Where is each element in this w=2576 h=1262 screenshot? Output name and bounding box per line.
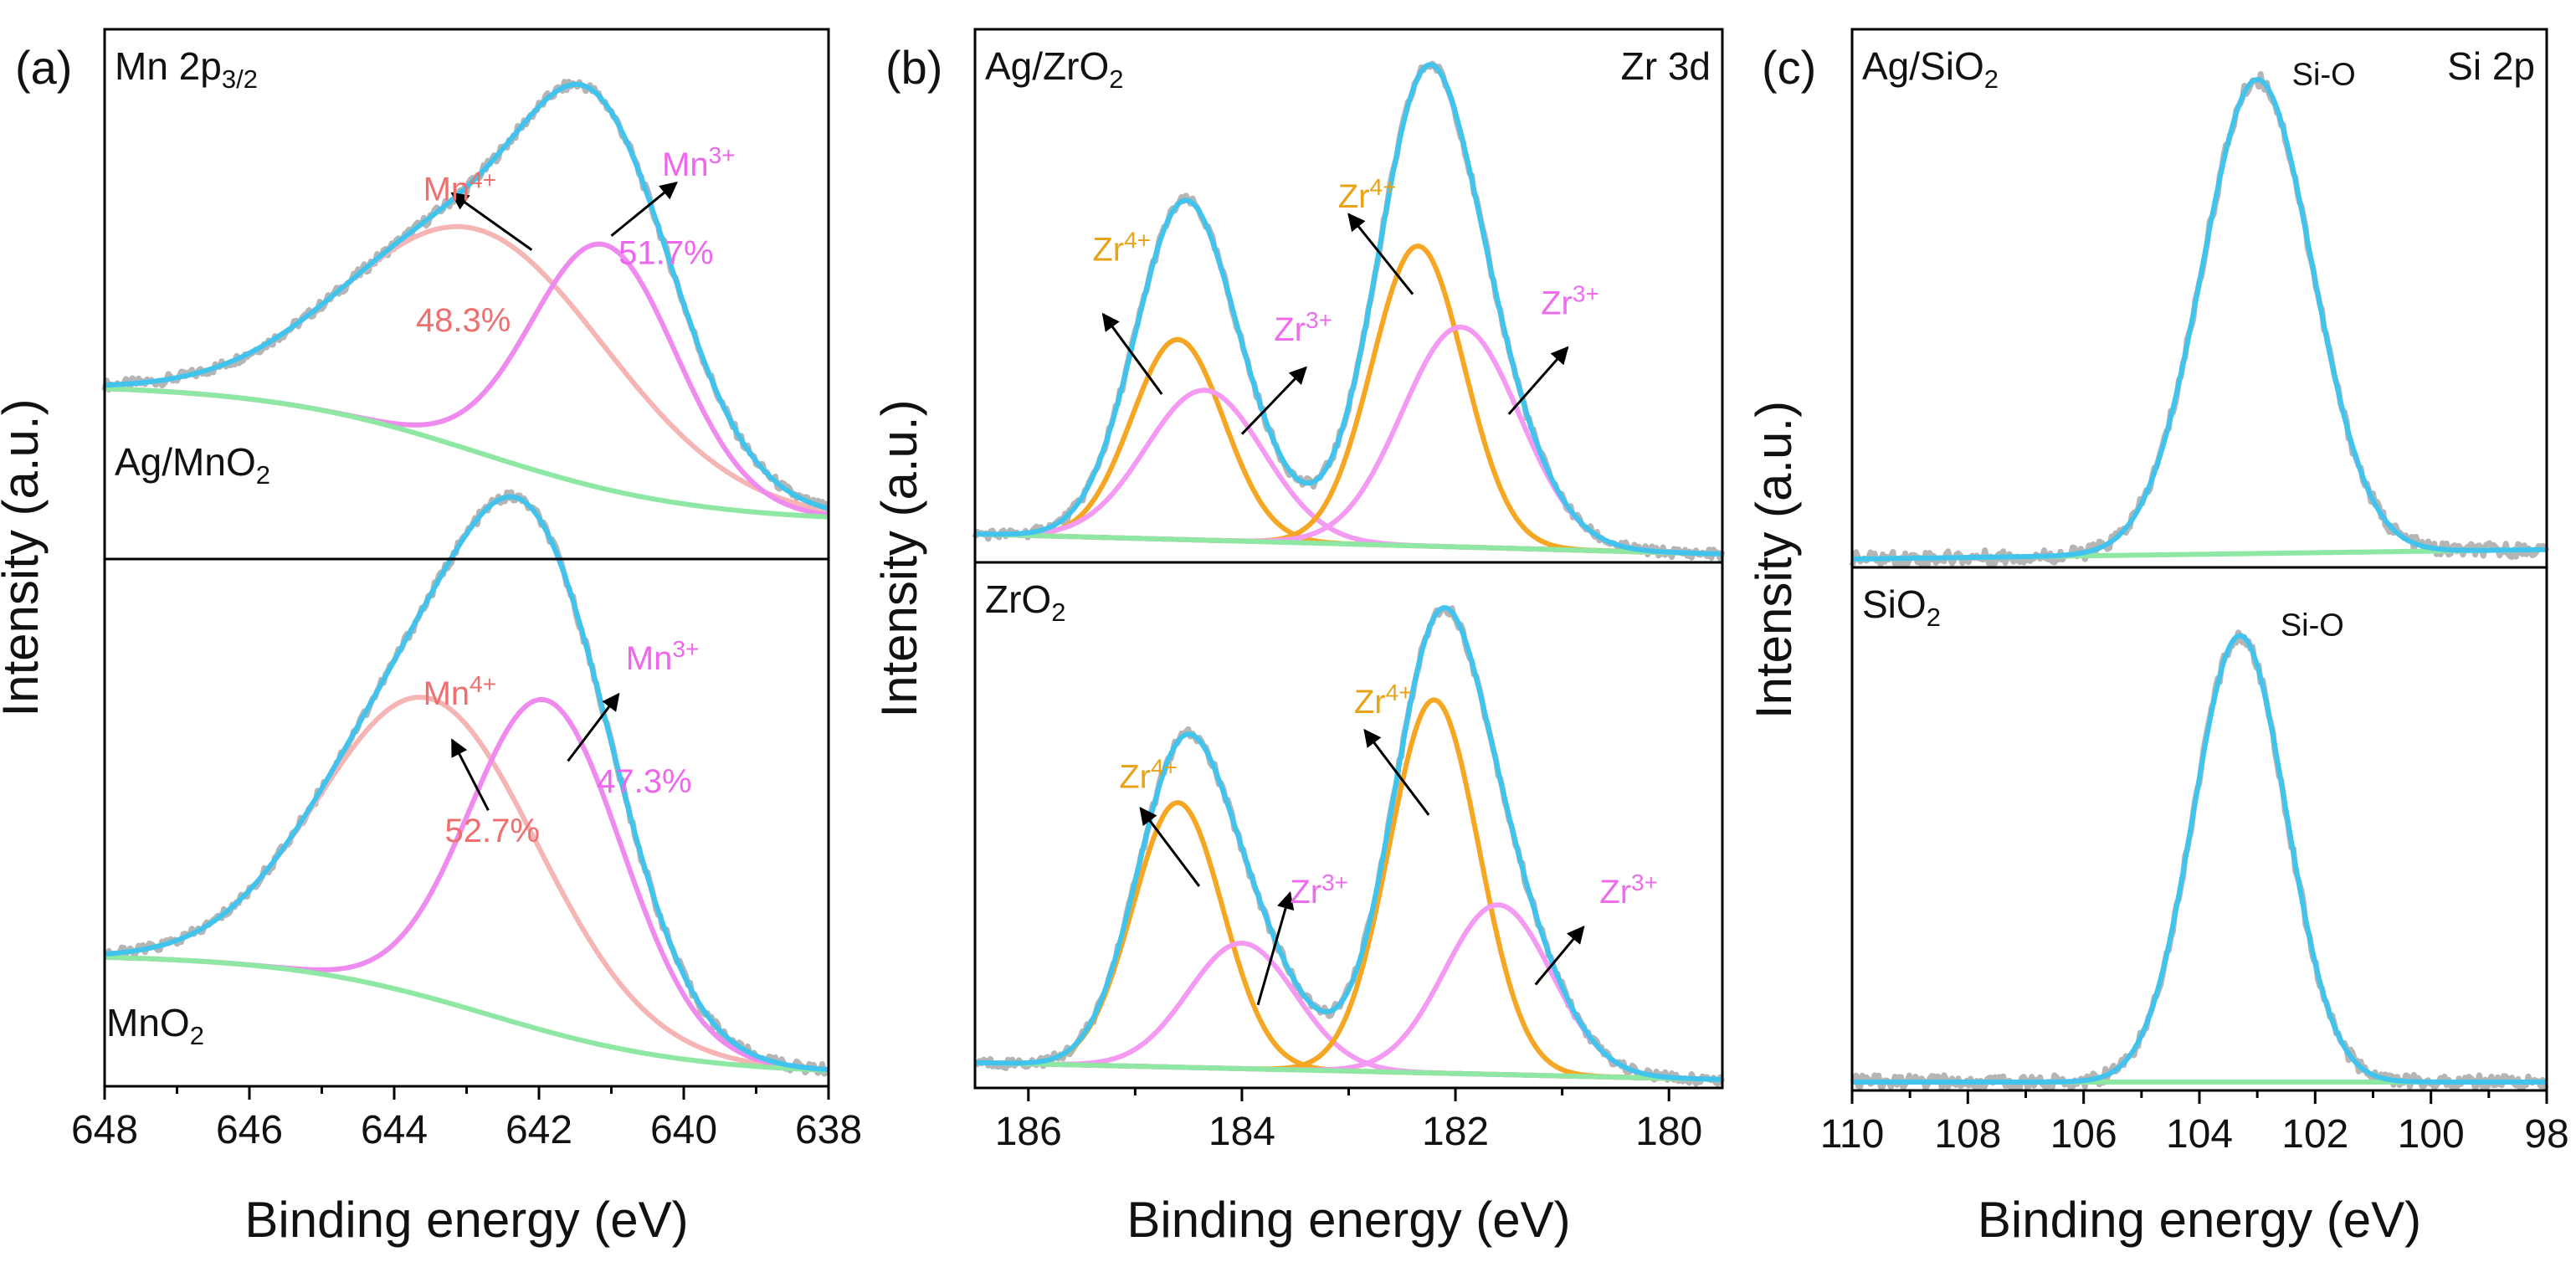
- percent-label: 48.3%: [416, 302, 511, 339]
- x-tick-label: 98: [2524, 1112, 2568, 1157]
- sample-label: Ag/MnO2: [115, 440, 270, 490]
- envelope-fit-line: [974, 605, 1723, 1082]
- annotation-arrow: [1363, 728, 1430, 816]
- x-axis-label: Binding energy (eV): [1126, 1192, 1570, 1248]
- panel-c: Ag/SiO2 Si-O SiO2 Si-O 110 108 106 104 102 100 98 B…: [1746, 28, 2569, 1248]
- subplot-a-1: Ag/MnO2 Mn4+ 48.3% Mn3+ 51.7%: [101, 79, 830, 520]
- y-axis-label: Intensity (a.u.): [0, 398, 49, 716]
- x-tick-label: 638: [795, 1108, 862, 1152]
- background-line: [104, 954, 829, 1073]
- y-axis-label: Intensity (a.u.): [871, 399, 927, 717]
- envelope-fit-line: [1852, 77, 2547, 562]
- annotation-arrow: [1139, 807, 1201, 887]
- y-axis-label: Intensity (a.u.): [1746, 401, 1802, 719]
- annotation-arrow: [1347, 213, 1414, 295]
- raw-data-line: [1849, 71, 2550, 569]
- panel-letter: (b): [885, 41, 942, 94]
- x-axis-label: Binding energy (eV): [244, 1192, 688, 1248]
- sample-label: MnO2: [106, 1001, 204, 1050]
- annotation-arrow: [1507, 346, 1569, 415]
- x-tick-label: 640: [650, 1108, 717, 1152]
- annotation-arrow: [450, 192, 533, 251]
- x-tick-label: 648: [71, 1108, 138, 1152]
- species-label-Mn4plus: Mn4+: [423, 671, 497, 712]
- subplot-c-1: Ag/SiO2 Si-O: [1849, 44, 2550, 569]
- core-level-title: Mn 2p3/2: [115, 44, 258, 94]
- sample-label: Ag/SiO2: [1862, 44, 1999, 94]
- envelope-fit-line: [974, 62, 1723, 557]
- x-tick-label: 102: [2281, 1112, 2348, 1157]
- component-Mn4plus-line: [104, 695, 829, 1073]
- panel-b: Ag/ZrO2Zr4+Zr3+Zr4+Zr3+ZrO2Zr4+Zr3+Zr4+Z…: [871, 28, 1726, 1248]
- x-tick-label: 108: [1934, 1112, 2001, 1157]
- species-label-Zr3plus: Zr3+: [1541, 280, 1599, 321]
- component-Mn3plus-line: [104, 696, 829, 1073]
- annotation-arrow: [610, 182, 678, 237]
- sample-label: Ag/ZrO2: [985, 44, 1124, 94]
- subplot-c-2: SiO2 Si-O: [1850, 582, 2549, 1092]
- percent-label: 52.7%: [445, 813, 540, 849]
- species-label-Mn3plus: Mn3+: [662, 142, 736, 183]
- sample-label: ZrO2: [985, 577, 1065, 627]
- annotation-arrow: [1534, 925, 1585, 986]
- annotation-arrow: [450, 738, 490, 811]
- annotation-arrow: [567, 692, 620, 762]
- species-label-Zr4plus: Zr4+: [1092, 228, 1151, 269]
- subplot-a-2: MnO2 Mn4+ 52.7% Mn3+ 47.3%: [104, 489, 830, 1077]
- background-line: [104, 386, 829, 520]
- x-tick-label: 646: [216, 1108, 283, 1152]
- panel-letter: (c): [1762, 41, 1816, 94]
- panel-a: Ag/MnO2Mn4+48.3%Mn3+51.7%MnO2Mn4+52.7%Mn…: [0, 28, 862, 1248]
- x-tick-label: 106: [2050, 1112, 2117, 1157]
- envelope-fit-line: [104, 494, 829, 1073]
- annotation-arrow: [1256, 891, 1295, 1006]
- x-tick-label: 104: [2166, 1112, 2233, 1157]
- core-level-title: Si 2p: [2447, 44, 2535, 88]
- species-label-Zr3plus: Zr3+: [1290, 870, 1348, 911]
- species-label-Zr3plus: Zr3+: [1274, 307, 1332, 348]
- envelope-fit-line: [104, 81, 829, 511]
- species-label-Zr3plus: Zr3+: [1599, 870, 1658, 911]
- raw-data-line: [104, 489, 830, 1077]
- percent-label: 47.3%: [597, 763, 691, 800]
- species-label-si-o: Si-O: [2292, 58, 2356, 93]
- annotation-arrow: [1101, 312, 1163, 395]
- percent-label: 51.7%: [618, 235, 713, 272]
- background-line: [974, 531, 1723, 557]
- x-tick-label: 186: [995, 1110, 1062, 1154]
- species-label-Zr4plus: Zr4+: [1354, 680, 1413, 721]
- x-tick-label: 644: [361, 1108, 428, 1152]
- species-label-Mn4plus: Mn4+: [423, 167, 497, 208]
- background-line: [974, 1059, 1723, 1082]
- x-tick-label: 180: [1635, 1110, 1702, 1154]
- subplot-b-2: ZrO2 Zr4+ Zr3+ Zr4+ Zr3+: [974, 577, 1726, 1087]
- x-tick-label: 110: [1820, 1112, 1885, 1157]
- sample-label: SiO2: [1862, 582, 1941, 632]
- x-tick-label: 182: [1422, 1110, 1489, 1154]
- raw-data-line: [1850, 629, 2549, 1092]
- annotation-arrow: [1240, 366, 1307, 435]
- core-level-title: Zr 3d: [1621, 44, 1711, 88]
- species-label-Mn3plus: Mn3+: [626, 636, 700, 677]
- species-label-Zr4plus: Zr4+: [1338, 174, 1397, 215]
- component-Zr4plus-line: [974, 800, 1723, 1082]
- x-tick-label: 100: [2398, 1112, 2465, 1157]
- panel-letter: (a): [15, 41, 72, 94]
- species-label-si-o: Si-O: [2281, 608, 2344, 644]
- subplot-b-1: Ag/ZrO2 Zr4+ Zr3+ Zr4+ Zr3+: [972, 44, 1726, 562]
- x-tick-label: 184: [1208, 1110, 1275, 1154]
- envelope-fit-line: [1852, 633, 2547, 1085]
- x-tick-label: 642: [505, 1108, 572, 1152]
- species-label-Zr4plus: Zr4+: [1119, 754, 1178, 795]
- x-axis-label: Binding energy (eV): [1978, 1192, 2421, 1248]
